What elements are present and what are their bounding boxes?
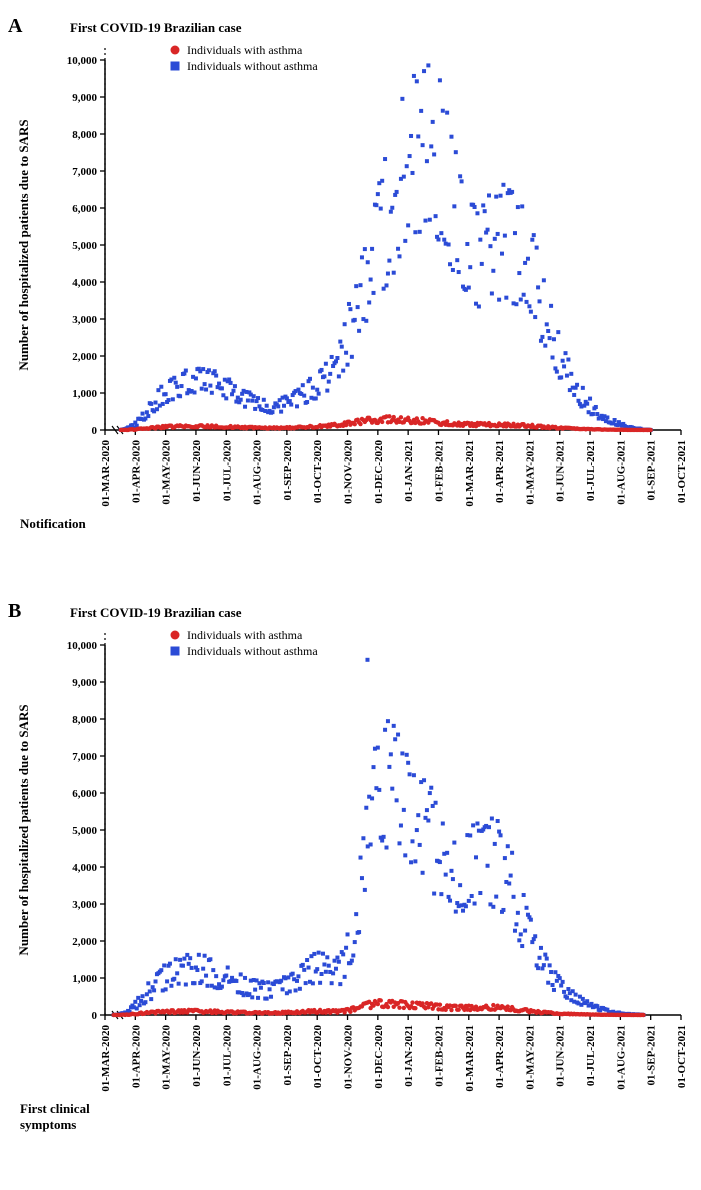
x-tick-label: 01-AUG-2020 xyxy=(252,1025,264,1090)
x-tick-label: 01-APR-2021 xyxy=(494,1025,506,1088)
panel-letter: B xyxy=(8,600,21,622)
panel-title: First COVID-19 Brazilian case xyxy=(70,20,242,35)
x-axis-label: symptoms xyxy=(20,1117,76,1132)
x-tick-label: 01-MAY-2020 xyxy=(161,1025,173,1090)
y-tick-label: 10,000 xyxy=(67,640,98,652)
x-tick-label: 01-NOV-2020 xyxy=(343,440,355,504)
y-tick-label: 1,000 xyxy=(72,973,97,985)
x-tick-label: 01-OCT-2021 xyxy=(676,1025,688,1088)
y-tick-label: 3,000 xyxy=(72,314,97,326)
x-tick-label: 01-APR-2020 xyxy=(130,440,142,503)
y-tick-label: 6,000 xyxy=(72,203,97,215)
x-tick-label: 01-SEP-2021 xyxy=(646,1025,658,1086)
x-tick-label: 01-APR-2021 xyxy=(494,440,506,503)
legend-label: Individuals without asthma xyxy=(187,59,318,73)
legend-marker xyxy=(171,46,180,55)
panel-letter: A xyxy=(8,15,23,37)
panel-a: A First COVID-19 Brazilian case 0 1,000 2,00… xyxy=(0,10,701,565)
panel-title: First COVID-19 Brazilian case xyxy=(70,605,242,620)
y-tick-label: 8,000 xyxy=(72,129,97,141)
legend: Individuals with asthma Individuals witho… xyxy=(171,628,319,658)
x-tick-label: 01-OCT-2020 xyxy=(312,440,324,504)
x-tick-label: 01-DEC-2020 xyxy=(373,440,385,504)
y-axis-label: Number of hospitalized patients due to S… xyxy=(16,704,31,955)
x-tick-label: 01-JUN-2021 xyxy=(555,440,567,502)
y-tick-label: 2,000 xyxy=(72,936,97,948)
y-tick-label: 8,000 xyxy=(72,714,97,726)
legend-label: Individuals with asthma xyxy=(187,43,303,57)
y-tick-label: 3,000 xyxy=(72,899,97,911)
x-tick-label: 01-NOV-2020 xyxy=(343,1025,355,1089)
x-tick-label: 01-FEB-2021 xyxy=(433,440,445,502)
legend-marker xyxy=(171,631,180,640)
x-axis-label: First clinical xyxy=(20,1101,90,1116)
x-tick-label: 01-SEP-2020 xyxy=(282,440,294,501)
legend-label: Individuals with asthma xyxy=(187,628,303,642)
x-tick-label: 01-MAY-2021 xyxy=(524,440,536,505)
x-tick-label: 01-JAN-2021 xyxy=(403,1025,415,1087)
y-tick-label: 9,000 xyxy=(72,92,97,104)
y-tick-label: 0 xyxy=(92,425,98,437)
y-tick-label: 0 xyxy=(92,1010,98,1022)
y-tick-label: 1,000 xyxy=(72,388,97,400)
x-tick-label: 01-FEB-2021 xyxy=(433,1025,445,1087)
legend: Individuals with asthma Individuals witho… xyxy=(171,43,319,73)
y-axis-label: Number of hospitalized patients due to S… xyxy=(16,119,31,370)
x-tick-label: 01-JUL-2021 xyxy=(585,1025,597,1086)
panel-b: B First COVID-19 Brazilian case 0 1,000 2,00… xyxy=(0,595,701,1150)
legend-marker xyxy=(171,647,180,656)
x-tick-label: 01-AUG-2021 xyxy=(615,440,627,505)
y-tick-label: 4,000 xyxy=(72,277,97,289)
x-tick-label: 01-OCT-2021 xyxy=(676,440,688,503)
legend-marker xyxy=(171,62,180,71)
x-tick-label: 01-DEC-2020 xyxy=(373,1025,385,1089)
x-tick-label: 01-JAN-2021 xyxy=(403,440,415,502)
legend-label: Individuals without asthma xyxy=(187,644,318,658)
y-tick-label: 5,000 xyxy=(72,240,97,252)
y-tick-label: 10,000 xyxy=(67,55,98,67)
x-tick-label: 01-SEP-2020 xyxy=(282,1025,294,1086)
x-tick-label: 01-MAR-2020 xyxy=(100,1025,112,1092)
y-tick-label: 7,000 xyxy=(72,166,97,178)
series-without-asthma xyxy=(119,63,653,432)
x-tick-label: 01-MAR-2020 xyxy=(100,440,112,507)
x-tick-label: 01-JUN-2020 xyxy=(191,440,203,502)
y-tick-label: 2,000 xyxy=(72,351,97,363)
x-tick-label: 01-JUL-2020 xyxy=(221,1025,233,1087)
x-tick-label: 01-APR-2020 xyxy=(130,1025,142,1088)
x-tick-label: 01-AUG-2021 xyxy=(615,1025,627,1090)
x-axis-label: Notification xyxy=(20,516,86,531)
x-tick-label: 01-OCT-2020 xyxy=(312,1025,324,1089)
x-tick-label: 01-SEP-2021 xyxy=(646,440,658,501)
series-without-asthma xyxy=(112,658,646,1017)
y-tick-label: 9,000 xyxy=(72,677,97,689)
x-tick-label: 01-JUL-2021 xyxy=(585,440,597,501)
x-tick-label: 01-MAR-2021 xyxy=(464,440,476,507)
x-tick-label: 01-MAY-2020 xyxy=(161,440,173,505)
figure-root: A First COVID-19 Brazilian case 0 1,000 2,00… xyxy=(0,0,701,1190)
y-tick-label: 7,000 xyxy=(72,751,97,763)
y-tick-label: 4,000 xyxy=(72,862,97,874)
y-tick-label: 5,000 xyxy=(72,825,97,837)
x-tick-label: 01-JUN-2020 xyxy=(191,1025,203,1087)
x-tick-label: 01-JUN-2021 xyxy=(555,1025,567,1087)
x-tick-label: 01-JUL-2020 xyxy=(221,440,233,502)
y-tick-label: 6,000 xyxy=(72,788,97,800)
x-tick-label: 01-AUG-2020 xyxy=(252,440,264,505)
x-tick-label: 01-MAR-2021 xyxy=(464,1025,476,1092)
x-tick-label: 01-MAY-2021 xyxy=(524,1025,536,1090)
